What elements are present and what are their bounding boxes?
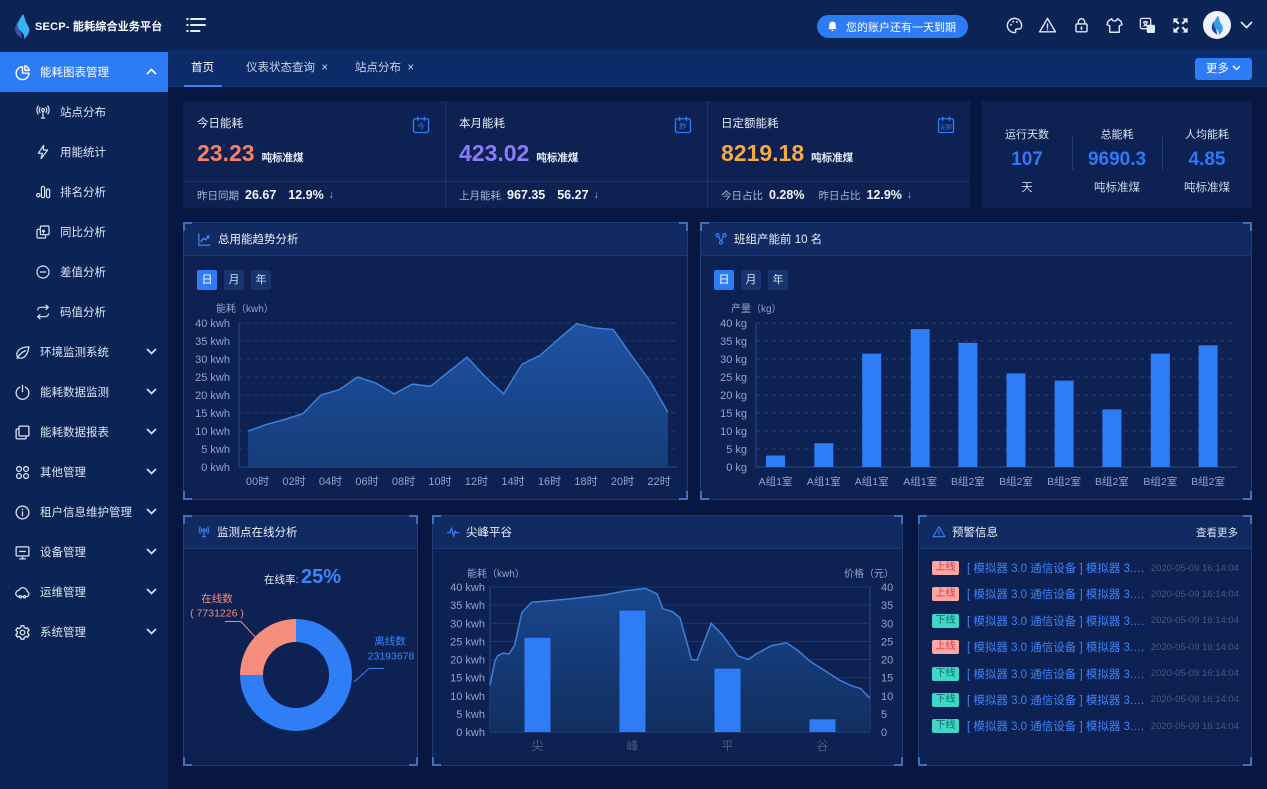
svg-text:18时: 18时 (574, 475, 597, 488)
svg-text:A组1室: A组1室 (759, 475, 793, 488)
svg-text:5 kg: 5 kg (726, 444, 747, 456)
svg-text:14时: 14时 (501, 475, 524, 488)
svg-text:40 kwh: 40 kwh (450, 582, 485, 594)
svg-text:昨: 昨 (679, 121, 687, 131)
svg-text:30 kwh: 30 kwh (450, 618, 485, 630)
svg-text:( 7731226 ): ( 7731226 ) (190, 608, 244, 620)
svg-text:16时: 16时 (538, 475, 561, 488)
svg-text:峰: 峰 (626, 739, 638, 753)
svg-text:25 kwh: 25 kwh (450, 636, 485, 648)
svg-text:30 kwh: 30 kwh (195, 354, 230, 366)
svg-text:35 kwh: 35 kwh (195, 336, 230, 348)
svg-text:20 kwh: 20 kwh (195, 390, 230, 402)
svg-text:B组2室: B组2室 (1047, 475, 1081, 488)
svg-text:00时: 00时 (246, 475, 269, 488)
svg-text:尖: 尖 (531, 739, 543, 753)
svg-text:5 kwh: 5 kwh (456, 709, 485, 721)
svg-text:15: 15 (881, 673, 893, 685)
svg-text:能耗（kwh）: 能耗（kwh） (467, 567, 525, 580)
svg-text:A组1室: A组1室 (855, 475, 889, 488)
svg-text:10时: 10时 (428, 475, 451, 488)
svg-text:5: 5 (881, 709, 887, 721)
svg-text:15 kg: 15 kg (720, 408, 747, 420)
svg-text:B组2室: B组2室 (951, 475, 985, 488)
svg-text:今: 今 (417, 121, 425, 131)
svg-text:10: 10 (881, 691, 893, 703)
svg-text:20时: 20时 (611, 475, 634, 488)
svg-text:谷: 谷 (816, 739, 828, 753)
svg-text:离线数: 离线数 (374, 635, 406, 648)
svg-text:06时: 06时 (355, 475, 378, 488)
svg-text:能耗（kwh）: 能耗（kwh） (216, 302, 274, 315)
svg-text:A组1室: A组1室 (903, 475, 937, 488)
svg-text:35 kg: 35 kg (720, 336, 747, 348)
svg-text:B组2室: B组2室 (1095, 475, 1129, 488)
svg-text:5 kwh: 5 kwh (201, 444, 230, 456)
svg-text:A: A (1148, 26, 1153, 34)
svg-text:定额: 定额 (940, 123, 952, 131)
svg-text:40 kwh: 40 kwh (195, 318, 230, 330)
svg-text:产量（kg）: 产量（kg） (731, 302, 782, 315)
svg-text:10 kwh: 10 kwh (195, 426, 230, 438)
svg-text:25: 25 (881, 636, 893, 648)
svg-text:平: 平 (721, 739, 733, 753)
svg-text:20 kwh: 20 kwh (450, 655, 485, 667)
svg-text:20: 20 (881, 655, 893, 667)
svg-text:价格（元）: 价格（元） (844, 567, 894, 580)
svg-text:40 kg: 40 kg (720, 318, 747, 330)
svg-text:30: 30 (881, 618, 893, 630)
svg-text:30 kg: 30 kg (720, 354, 747, 366)
svg-text:0 kwh: 0 kwh (201, 462, 230, 474)
svg-text:0 kg: 0 kg (726, 462, 747, 474)
svg-text:35: 35 (881, 600, 893, 612)
svg-text:20 kg: 20 kg (720, 390, 747, 402)
svg-text:25 kwh: 25 kwh (195, 372, 230, 384)
svg-text:A组1室: A组1室 (807, 475, 841, 488)
svg-text:10 kwh: 10 kwh (450, 691, 485, 703)
svg-text:0 kwh: 0 kwh (456, 727, 485, 739)
svg-text:B组2室: B组2室 (999, 475, 1033, 488)
svg-text:12时: 12时 (465, 475, 488, 488)
svg-text:B组2室: B组2室 (1191, 475, 1225, 488)
svg-text:25 kg: 25 kg (720, 372, 747, 384)
svg-text:02时: 02时 (282, 475, 305, 488)
svg-text:10 kg: 10 kg (720, 426, 747, 438)
svg-text:35 kwh: 35 kwh (450, 600, 485, 612)
svg-text:04时: 04时 (319, 475, 342, 488)
svg-text:15 kwh: 15 kwh (195, 408, 230, 420)
svg-text:23193678: 23193678 (368, 651, 415, 663)
svg-text:40: 40 (881, 582, 893, 594)
svg-text:22时: 22时 (647, 475, 670, 488)
svg-text:在线数: 在线数 (201, 592, 233, 605)
svg-text:15 kwh: 15 kwh (450, 673, 485, 685)
svg-text:0: 0 (881, 727, 887, 739)
svg-text:08时: 08时 (392, 475, 415, 488)
svg-text:B组2室: B组2室 (1143, 475, 1177, 488)
